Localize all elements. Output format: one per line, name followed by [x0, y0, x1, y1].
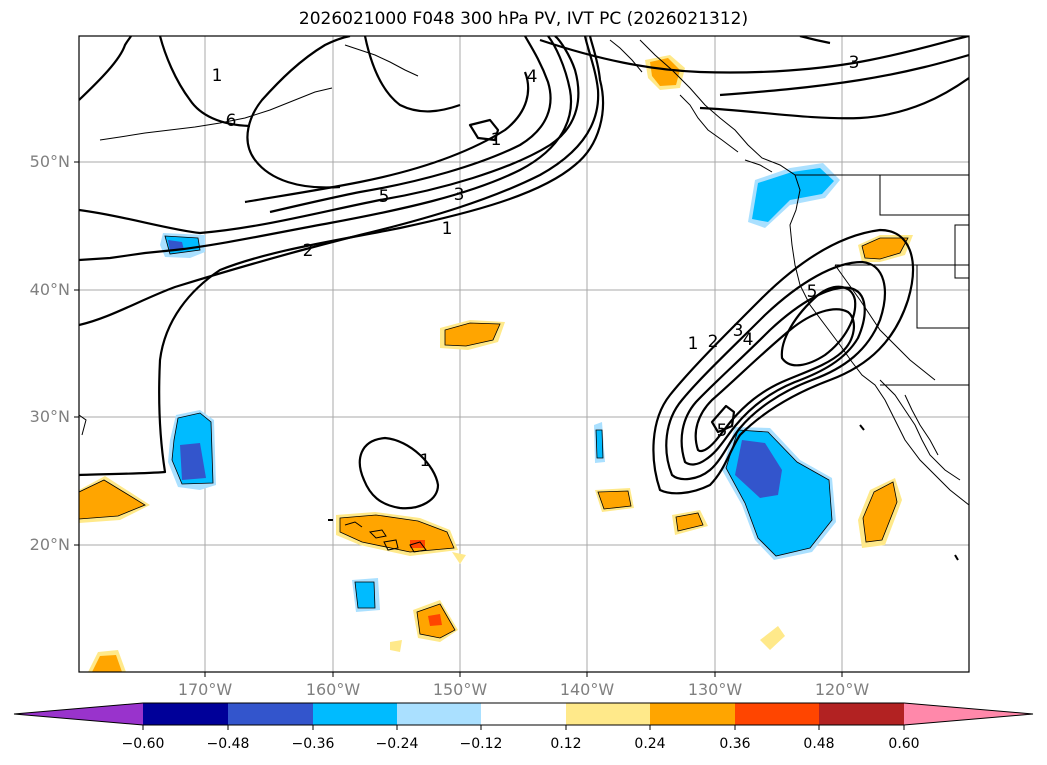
latitude-label: 30°N — [29, 407, 70, 426]
contour-label: 6 — [226, 111, 237, 131]
contour-label: 1 — [420, 451, 431, 471]
colorbar-min-extension — [14, 703, 143, 725]
contour-label: 1 — [491, 130, 502, 150]
negative-anomaly-region — [160, 163, 840, 612]
colorbar-tick-label: 0.36 — [719, 736, 751, 752]
longitude-label: 140°W — [559, 680, 615, 699]
colorbar-segment — [228, 703, 313, 725]
colorbar-segment — [566, 703, 650, 725]
contour-label: 5 — [807, 282, 818, 302]
colorbar-tick-label: 0.60 — [888, 736, 920, 752]
contour-label: 3 — [849, 53, 860, 73]
longitude-label: 170°W — [177, 680, 233, 699]
colorbar-max-extension — [904, 703, 1033, 725]
contour-label: 4 — [743, 330, 754, 350]
longitude-label: 130°W — [687, 680, 743, 699]
colorbar-tick-label: 0.12 — [550, 736, 582, 752]
map-title: 2026021000 F048 300 hPa PV, IVT PC (2026… — [298, 9, 749, 29]
contour-label: 3 — [733, 321, 744, 341]
contour-label: 1 — [212, 66, 223, 86]
colorbar-segment — [397, 703, 481, 725]
map-background — [79, 36, 969, 672]
colorbar-tick-label: 0.24 — [634, 736, 666, 752]
contour-label: 1 — [442, 219, 453, 239]
colorbar-segment — [735, 703, 819, 725]
colorbar-tick-label: −0.60 — [121, 736, 165, 752]
contour-label: 1 — [688, 334, 699, 354]
contour-label: 5 — [717, 421, 728, 441]
colorbar-tick-label: −0.24 — [375, 736, 419, 752]
colorbar — [13, 702, 1034, 730]
longitude-label: 160°W — [305, 680, 361, 699]
pv-contours — [79, 36, 969, 510]
colorbar-segment — [819, 703, 904, 725]
latitude-label: 20°N — [29, 535, 70, 554]
contour-label: 3 — [454, 185, 465, 205]
latitude-label: 50°N — [29, 152, 70, 171]
colorbar-segment — [650, 703, 735, 725]
ivt-shading — [79, 55, 913, 672]
graticule — [79, 36, 969, 672]
colorbar-tick-label: −0.48 — [206, 736, 250, 752]
map-frame — [78, 35, 970, 673]
contour-label: 2 — [303, 241, 314, 261]
longitude-label: 150°W — [432, 680, 488, 699]
positive-anomaly-region — [79, 55, 913, 672]
colorbar-tick-label: 0.48 — [803, 736, 835, 752]
latitude-label: 40°N — [29, 280, 70, 299]
colorbar-segment — [313, 703, 397, 725]
shading-outlines — [79, 235, 909, 639]
longitude-label: 120°W — [814, 680, 870, 699]
contour-label: 4 — [527, 67, 538, 87]
colorbar-segment — [481, 703, 566, 725]
axis-ticks — [74, 161, 843, 677]
contour-label: 5 — [379, 187, 390, 207]
contour-labels: 1 6 4 3 5 3 1 2 1 1 2 3 4 5 5 1 — [212, 53, 860, 471]
contour-label: 2 — [708, 332, 719, 352]
colorbar-tick-label: −0.36 — [291, 736, 335, 752]
colorbar-tick-label: −0.12 — [459, 736, 503, 752]
colorbar-segment — [143, 703, 228, 725]
